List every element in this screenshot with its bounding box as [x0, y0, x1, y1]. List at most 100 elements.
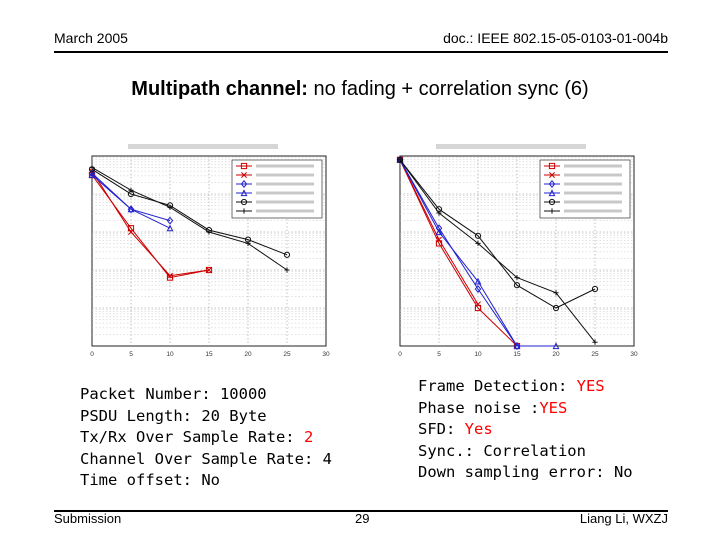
chart-0-series-4-point-5: [283, 251, 291, 258]
chart-0-legend-marker-4: [240, 198, 248, 206]
chart-1-legend-marker-5: [549, 208, 555, 214]
chart-1-series-4-point-4: [552, 304, 560, 312]
phase-noise-label: Phase noise :: [418, 398, 540, 417]
packet-number: Packet Number: 10000: [80, 385, 267, 403]
chart-1-xtick-1: 5: [437, 351, 441, 358]
chart-1-legend-marker-2: [548, 180, 556, 188]
chart-0-series-5-point-0: [89, 164, 95, 170]
txrx-over-sample-rate: Tx/Rx Over Sample Rate: 2: [80, 427, 332, 449]
frame-detection-value: YES: [576, 377, 605, 395]
chart-0-series-1-point-0: [89, 168, 95, 175]
chart-1-series-5-point-5: [592, 339, 598, 345]
chart-1-legend-text-mark-1: [564, 173, 622, 177]
header-doc-id: doc.: IEEE 802.15-05-0103-01-004b: [443, 30, 668, 46]
chart-0-xtick-6: 30: [322, 351, 330, 358]
chart-0-xtick-0: 0: [90, 351, 94, 358]
chart-1-series-5-point-4: [553, 290, 559, 296]
chart-0-xtick-3: 15: [205, 351, 213, 358]
chart-1-series-2-line: [399, 159, 518, 347]
simulation-parameters: Packet Number: 10000 PSDU Length: 20 Byt…: [80, 384, 332, 492]
channel-over-sample-rate: Channel Over Sample Rate: 4: [80, 449, 332, 468]
chart-1-xtick-0: 0: [398, 351, 402, 358]
footer-submission: Submission: [54, 511, 122, 526]
chart-0-xtick-5: 25: [283, 351, 291, 358]
chart-0-legend-marker-2: [240, 180, 248, 188]
chart-0-series-5-line: [91, 166, 288, 271]
chart-0-legend-marker-1: [241, 172, 247, 178]
sfd: SFD: Yes: [418, 419, 633, 441]
chart-1-series-4-point-2: [474, 232, 482, 239]
slide-title-rest: no fading + correlation sync (6): [313, 78, 589, 100]
chart-1-legend-text-mark-5: [564, 209, 622, 213]
frame-detection-label: Frame Detection:: [418, 377, 577, 395]
slide-title: Multipath channel: no fading + correlati…: [0, 78, 720, 101]
chart-0-legend-text-mark-1: [256, 173, 314, 177]
chart-0-series-3-point-1: [127, 205, 135, 213]
chart-1-heading-mark: [436, 144, 586, 149]
chart-1-legend-marker-4: [548, 198, 556, 206]
chart-0-legend-text-mark-4: [256, 200, 314, 204]
chart-0-series-5-point-5: [284, 267, 290, 273]
chart-1-xtick-4: 20: [552, 351, 560, 358]
chart-1-legend-marker-3: [548, 189, 556, 197]
chart-0-series-2-point-2: [166, 216, 174, 225]
chart-0-xtick-2: 10: [166, 351, 174, 358]
chart-1-series-2-point-3: [513, 342, 521, 350]
chart-0-series-3-line: [91, 174, 171, 229]
chart-0-legend-text-mark-2: [256, 182, 314, 186]
chart-1-legend-text-mark-3: [564, 191, 622, 195]
chart-0-series-5-point-2: [167, 204, 173, 210]
txrx-value: 2: [303, 428, 314, 446]
chart-1-legend-marker-0: [548, 162, 556, 170]
chart-0-legend-marker-5: [241, 208, 247, 214]
chart-0-series-1-line: [91, 170, 210, 277]
chart-0-series-3-point-0: [88, 171, 96, 179]
chart-0-heading-mark: [128, 144, 278, 149]
chart-1-series-5-point-2: [475, 240, 481, 246]
chart-1-series-5-line: [399, 159, 596, 343]
chart-1-series-5-point-1: [436, 210, 442, 216]
footer-author: Liang Li, WXZJ: [579, 511, 668, 526]
chart-0-series-2-point-0: [88, 169, 96, 178]
chart-1-series-1-point-2: [475, 301, 481, 308]
chart-1-series-3-line: [399, 159, 556, 347]
chart-1-xtick-6: 30: [630, 351, 638, 358]
chart-0-xtick-4: 20: [244, 351, 252, 358]
footer-rule: [54, 510, 668, 512]
chart-0-legend-marker-3: [240, 189, 248, 197]
page-number: 29: [355, 511, 370, 526]
chart-1-series-5-point-0: [397, 157, 403, 163]
header-rule: [54, 51, 668, 53]
sfd-label: SFD:: [418, 420, 465, 438]
sfd-value: Yes: [464, 420, 493, 438]
chart-1-series-0-point-2: [474, 304, 482, 312]
chart-0-series-5-point-1: [128, 187, 134, 193]
chart-0-legend-text-mark-5: [256, 209, 314, 213]
chart-0-legend-box: [231, 159, 323, 219]
chart-1-series-3-point-3: [513, 342, 521, 350]
chart-0-series-1-point-1: [128, 229, 134, 235]
chart-1-series-3-point-4: [552, 342, 560, 350]
phase-noise: Phase noise :YES: [418, 398, 633, 420]
chart-0-series-5-point-3: [206, 229, 212, 235]
chart-1-legend-text-mark-0: [564, 164, 622, 168]
chart-1-series-2-point-2: [474, 285, 482, 293]
slide-title-bold: Multipath channel:: [131, 78, 308, 100]
chart-1-xtick-5: 25: [591, 351, 599, 358]
chart-0-series-3-point-2: [166, 224, 174, 232]
chart-0-legend-text-mark-3: [256, 191, 314, 195]
receiver-settings: Frame Detection: YES Phase noise :YES SF…: [418, 376, 633, 484]
chart-0-series-5-point-4: [245, 240, 251, 246]
time-offset: Time offset: No: [80, 471, 220, 489]
chart-1-series-2-point-0: [396, 155, 404, 164]
chart-right: 0 5 10 15 20 25 30: [384, 140, 644, 362]
chart-1-series-0-line: [399, 159, 518, 347]
down-sampling-error: Down sampling error: No: [418, 463, 633, 481]
chart-right-svg: 0 5 10 15 20 25 30: [396, 144, 638, 358]
chart-1-series-4-point-5: [591, 285, 599, 293]
txrx-label: Tx/Rx Over Sample Rate:: [80, 428, 304, 446]
chart-1-series-4-point-3: [513, 282, 521, 289]
chart-left-svg: 0 5 10 15 20 25 30: [88, 144, 330, 358]
psdu-length: PSDU Length: 20 Byte: [80, 406, 267, 425]
chart-0-legend-text-mark-0: [256, 164, 314, 168]
